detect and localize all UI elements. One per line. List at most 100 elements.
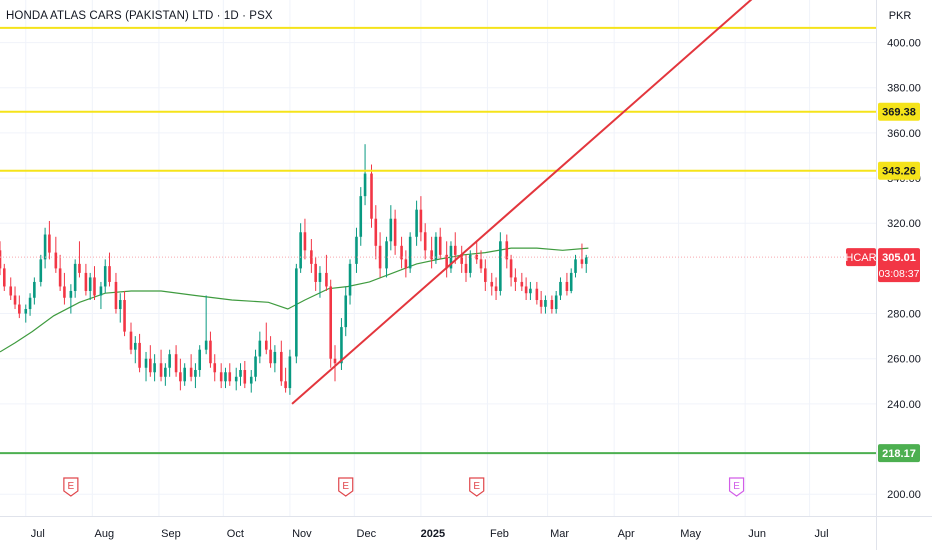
- candle-body[interactable]: [48, 234, 51, 253]
- candle-body[interactable]: [189, 367, 193, 377]
- candle-body[interactable]: [419, 209, 423, 233]
- candle-body[interactable]: [28, 297, 32, 310]
- candle-body[interactable]: [114, 281, 118, 310]
- candle-body[interactable]: [179, 372, 182, 382]
- candle-body[interactable]: [539, 300, 543, 307]
- candle-body[interactable]: [58, 268, 62, 287]
- candle-body[interactable]: [0, 250, 2, 269]
- candle-body[interactable]: [63, 286, 66, 298]
- candle-body[interactable]: [284, 381, 287, 389]
- candle-body[interactable]: [520, 281, 524, 287]
- candle-body[interactable]: [393, 218, 397, 246]
- candle-body[interactable]: [460, 254, 463, 264]
- trend-line[interactable]: [291, 0, 800, 405]
- candle-body[interactable]: [133, 342, 137, 350]
- candle-body[interactable]: [524, 286, 528, 294]
- candle-body[interactable]: [374, 218, 378, 246]
- candle-body[interactable]: [340, 327, 343, 364]
- candle-body[interactable]: [303, 232, 307, 251]
- symbol-tag[interactable]: [846, 248, 876, 267]
- candle-body[interactable]: [168, 354, 171, 368]
- candle-body[interactable]: [359, 196, 363, 237]
- candle-body[interactable]: [103, 266, 107, 287]
- candle-body[interactable]: [554, 295, 558, 310]
- candle-body[interactable]: [204, 340, 208, 350]
- candle-body[interactable]: [43, 234, 47, 260]
- candle-body[interactable]: [33, 281, 36, 298]
- candle-body[interactable]: [78, 263, 81, 273]
- candle-body[interactable]: [93, 277, 96, 296]
- candle-body[interactable]: [509, 259, 513, 278]
- candle-body[interactable]: [228, 372, 232, 382]
- candle-body[interactable]: [415, 209, 418, 237]
- candle-body[interactable]: [129, 331, 133, 350]
- candle-body[interactable]: [438, 236, 442, 255]
- candle-body[interactable]: [574, 259, 577, 273]
- candle-body[interactable]: [213, 363, 217, 373]
- candle-body[interactable]: [544, 300, 547, 307]
- candle-body[interactable]: [389, 218, 393, 242]
- candle-body[interactable]: [118, 300, 122, 310]
- candle-body[interactable]: [73, 263, 77, 291]
- candle-body[interactable]: [468, 254, 472, 273]
- candle-body[interactable]: [183, 367, 186, 382]
- candle-body[interactable]: [363, 173, 367, 197]
- currency-label[interactable]: PKR: [888, 10, 912, 22]
- candle-body[interactable]: [24, 309, 28, 314]
- earnings-event-marker[interactable]: [338, 477, 354, 497]
- candle-body[interactable]: [194, 370, 197, 377]
- candle-body[interactable]: [209, 340, 212, 364]
- candle-body[interactable]: [159, 363, 163, 377]
- candle-body[interactable]: [198, 349, 202, 371]
- candle-body[interactable]: [164, 367, 167, 377]
- candle-body[interactable]: [569, 272, 573, 291]
- candle-body[interactable]: [295, 268, 298, 357]
- candle-body[interactable]: [535, 288, 539, 301]
- candle-body[interactable]: [243, 370, 247, 384]
- candle-body[interactable]: [310, 250, 313, 264]
- candle-body[interactable]: [434, 236, 438, 260]
- candle-body[interactable]: [344, 295, 348, 328]
- earnings-event-marker[interactable]: [63, 477, 79, 497]
- candle-body[interactable]: [325, 272, 328, 287]
- candle-body[interactable]: [479, 259, 483, 269]
- candle-body[interactable]: [445, 254, 448, 269]
- earnings-event-marker[interactable]: [469, 477, 485, 497]
- candle-body[interactable]: [54, 252, 58, 269]
- candle-body[interactable]: [464, 263, 468, 273]
- candle-body[interactable]: [123, 300, 126, 332]
- candle-body[interactable]: [84, 272, 88, 291]
- candle-body[interactable]: [423, 232, 427, 251]
- candle-body[interactable]: [333, 358, 337, 364]
- candle-body[interactable]: [584, 257, 588, 264]
- candle-body[interactable]: [144, 358, 148, 368]
- candle-body[interactable]: [453, 245, 457, 255]
- candle-body[interactable]: [224, 372, 227, 382]
- candle-body[interactable]: [219, 372, 223, 382]
- candle-body[interactable]: [484, 268, 487, 282]
- candle-body[interactable]: [138, 342, 141, 368]
- candle-body[interactable]: [400, 245, 403, 260]
- candle-body[interactable]: [153, 363, 156, 373]
- candle-body[interactable]: [108, 266, 111, 282]
- candle-body[interactable]: [314, 263, 317, 282]
- candle-body[interactable]: [174, 354, 178, 373]
- candle-body[interactable]: [280, 351, 283, 382]
- candle-body[interactable]: [565, 281, 569, 291]
- candle-body[interactable]: [404, 259, 408, 269]
- candle-body[interactable]: [494, 286, 498, 291]
- candle-body[interactable]: [13, 295, 17, 305]
- candle-body[interactable]: [475, 254, 479, 260]
- candle-body[interactable]: [269, 349, 272, 364]
- candle-body[interactable]: [514, 277, 517, 282]
- candle-body[interactable]: [505, 241, 509, 260]
- candle-body[interactable]: [580, 259, 584, 264]
- candle-body[interactable]: [249, 376, 253, 384]
- candle-body[interactable]: [370, 173, 373, 219]
- candle-body[interactable]: [239, 370, 242, 377]
- candle-body[interactable]: [39, 259, 43, 282]
- candle-body[interactable]: [329, 286, 333, 359]
- candle-body[interactable]: [385, 241, 388, 269]
- candle-body[interactable]: [288, 356, 292, 389]
